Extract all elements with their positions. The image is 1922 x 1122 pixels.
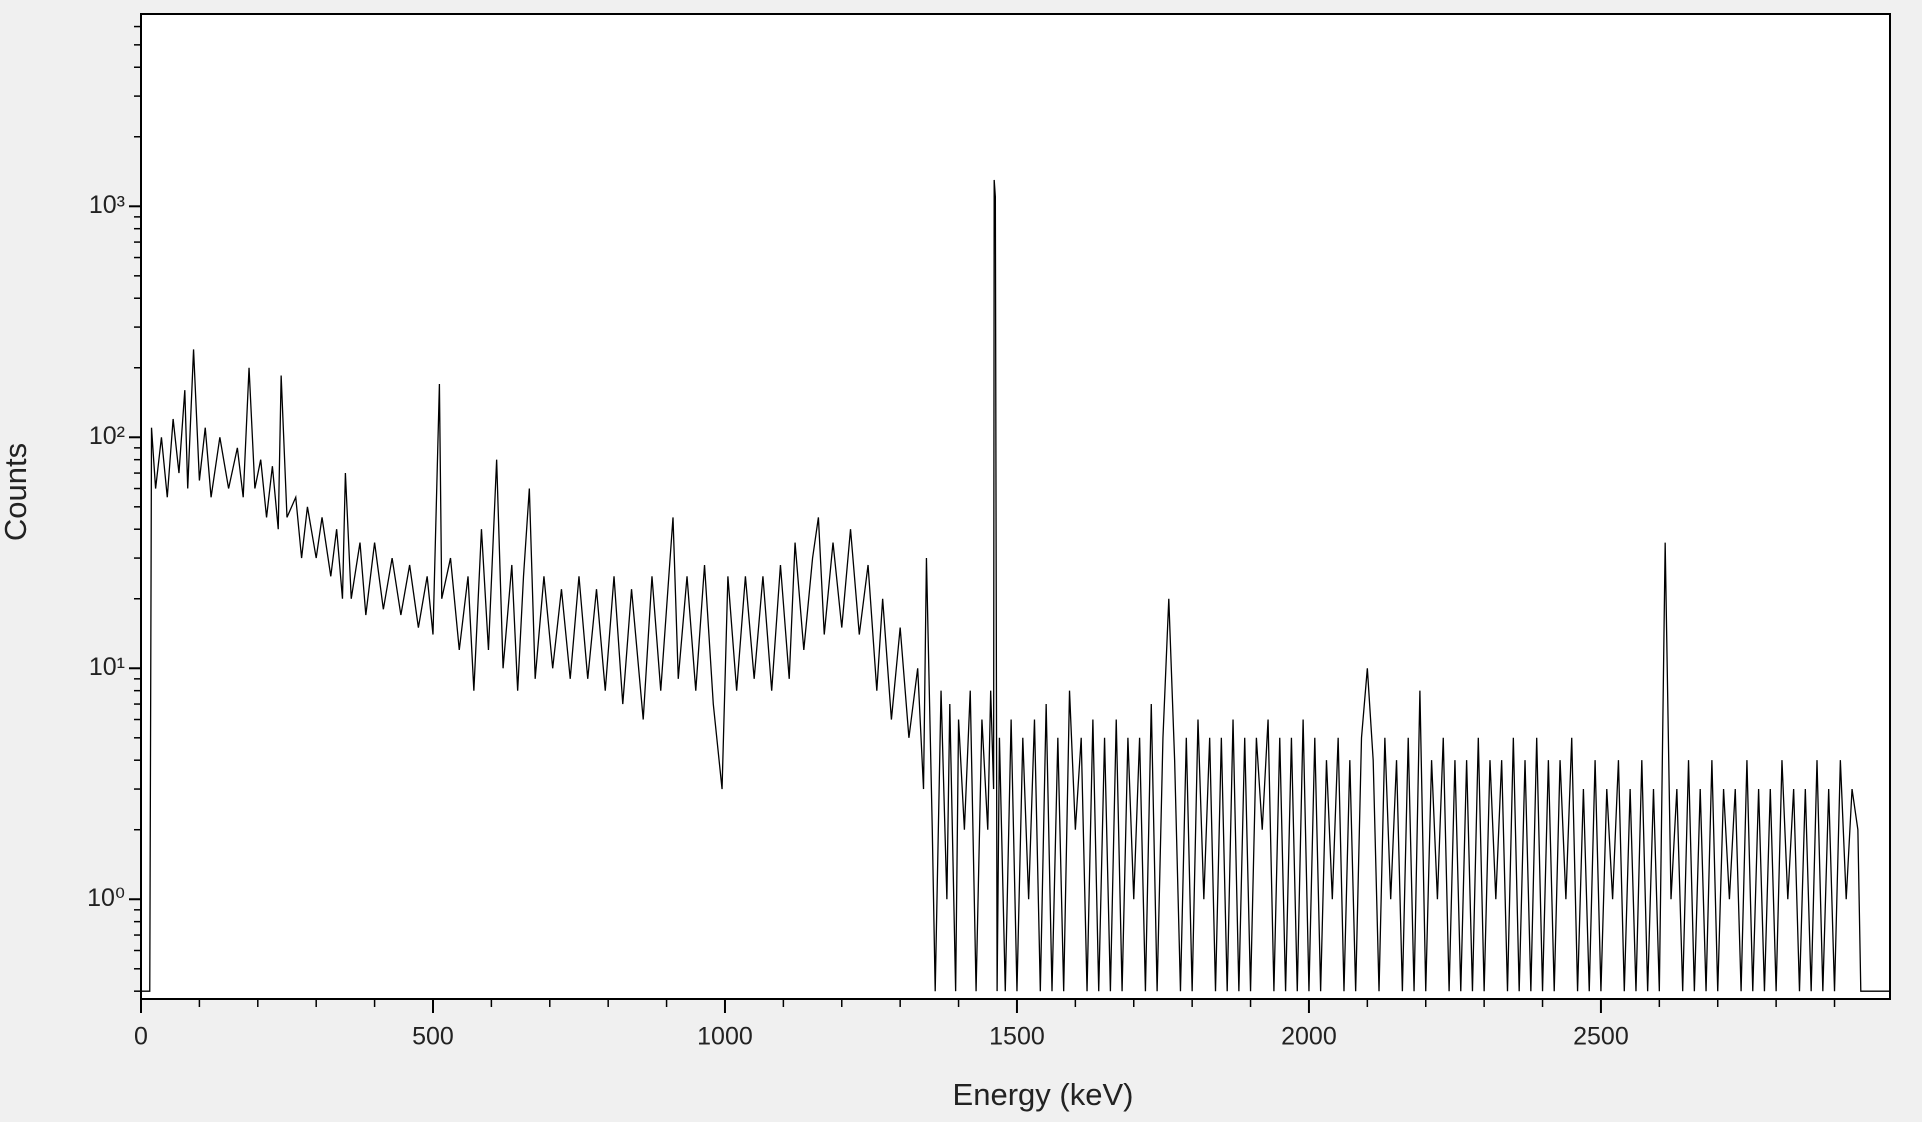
x-axis-label: Energy (keV)	[953, 1077, 1134, 1112]
y-tick-label: 10⁰	[87, 884, 125, 912]
y-tick-label: 10¹	[89, 653, 125, 681]
y-axis-label: Counts	[0, 443, 33, 541]
x-tick-label: 1000	[697, 1023, 753, 1051]
x-tick-label: 2000	[1281, 1023, 1337, 1051]
x-tick-label: 1500	[989, 1023, 1045, 1051]
x-tick-label: 2500	[1573, 1023, 1629, 1051]
y-tick-label: 10³	[89, 191, 125, 219]
x-tick-label: 500	[412, 1023, 454, 1051]
x-tick-label: 0	[134, 1023, 148, 1051]
plot-area	[141, 14, 1890, 999]
spectrum-line	[141, 179, 1890, 992]
y-tick-label: 10²	[89, 422, 125, 450]
